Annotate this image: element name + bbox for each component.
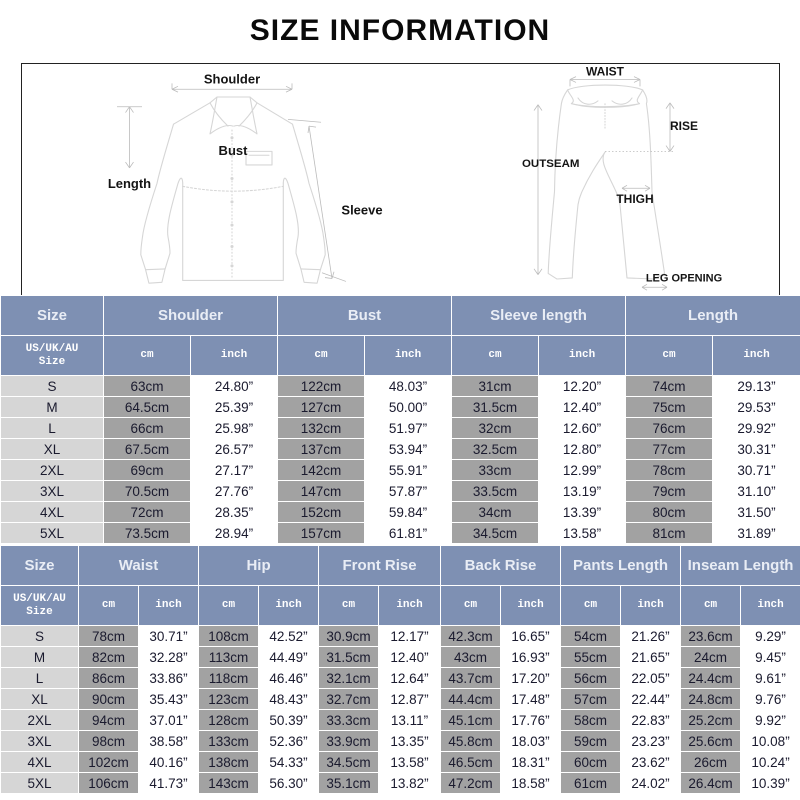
svg-text:THIGH: THIGH: [616, 192, 653, 206]
svg-text:Length: Length: [107, 176, 150, 191]
svg-text:RISE: RISE: [670, 119, 698, 133]
svg-text:Sleeve: Sleeve: [341, 203, 382, 218]
svg-text:Shoulder: Shoulder: [203, 72, 259, 87]
svg-text:WAIST: WAIST: [586, 65, 625, 79]
svg-text:OUTSEAM: OUTSEAM: [522, 158, 579, 170]
svg-text:Bust: Bust: [218, 143, 248, 158]
svg-text:LEG OPENING: LEG OPENING: [645, 273, 721, 285]
